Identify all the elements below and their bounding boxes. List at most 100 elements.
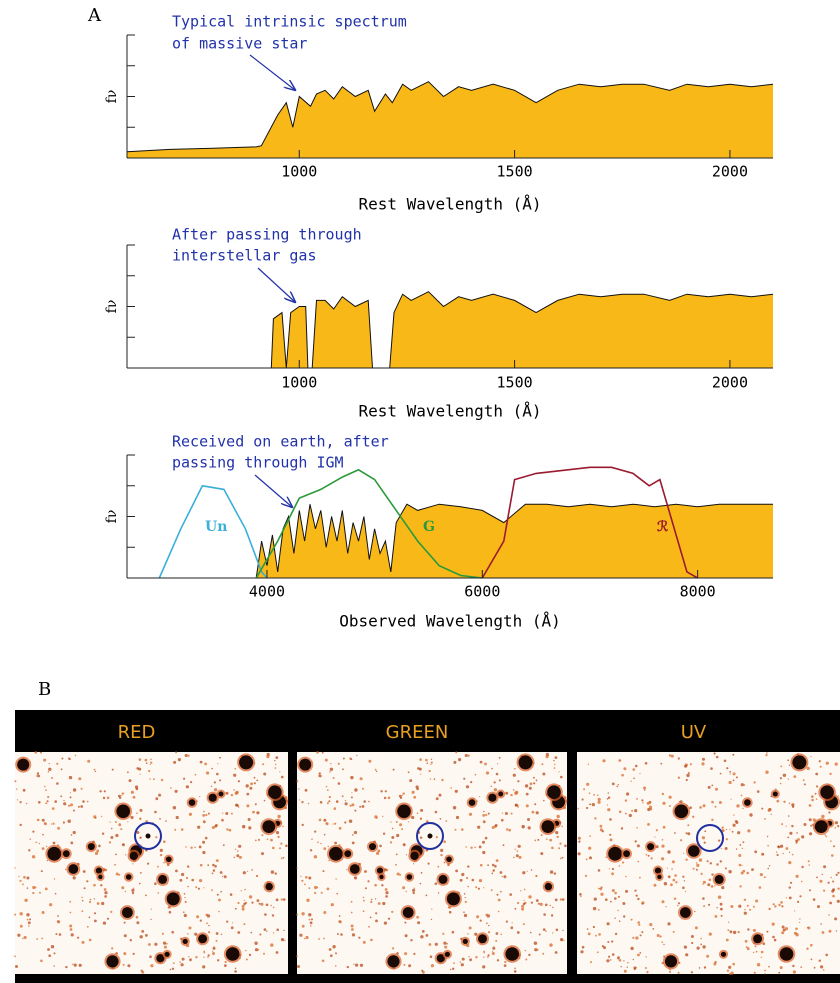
- speckle: [50, 945, 55, 949]
- speckle: [696, 946, 700, 950]
- speckle: [332, 777, 335, 779]
- speckle: [622, 861, 625, 864]
- speckle: [404, 952, 408, 956]
- source-core: [106, 955, 119, 968]
- speckle: [69, 792, 72, 794]
- speckle: [429, 955, 433, 958]
- speckle: [326, 789, 329, 791]
- speckle: [728, 780, 732, 785]
- speckle: [522, 902, 526, 906]
- speckle: [479, 919, 482, 922]
- source-core: [164, 951, 170, 957]
- speckle: [830, 876, 832, 879]
- speckle: [256, 899, 260, 902]
- speckle: [337, 762, 340, 765]
- speckle: [330, 903, 334, 907]
- speckle: [238, 844, 242, 848]
- speckle: [31, 855, 36, 859]
- speckle: [663, 882, 668, 886]
- speckle: [96, 902, 100, 905]
- speckle: [540, 852, 544, 856]
- speckle: [258, 838, 260, 841]
- speckle: [248, 826, 252, 830]
- speckle: [685, 832, 688, 835]
- speckle: [747, 928, 750, 931]
- speckle: [175, 869, 178, 873]
- speckle: [823, 889, 826, 892]
- speckle: [271, 914, 275, 917]
- speckle: [713, 962, 717, 966]
- speckle: [552, 932, 554, 934]
- speckle: [667, 850, 671, 854]
- speckle: [328, 860, 330, 862]
- speckle: [434, 942, 438, 946]
- speckle: [767, 867, 769, 870]
- speckle: [536, 948, 539, 951]
- speckle: [455, 751, 458, 754]
- speckle: [150, 758, 152, 760]
- speckle: [100, 884, 103, 887]
- speckle: [314, 885, 318, 890]
- speckle: [581, 945, 585, 949]
- speckle: [301, 924, 305, 928]
- speckle: [781, 925, 785, 929]
- speckle: [60, 768, 63, 771]
- speckle: [277, 835, 280, 839]
- speckle: [482, 820, 486, 824]
- speckle: [530, 901, 534, 904]
- speckle: [208, 924, 210, 927]
- speckle: [661, 792, 665, 796]
- speckle: [280, 842, 283, 845]
- speckle: [703, 841, 706, 844]
- source-core: [158, 874, 168, 884]
- source-core: [753, 934, 763, 944]
- speckle: [611, 782, 615, 786]
- speckle: [560, 775, 563, 779]
- speckle: [338, 920, 342, 924]
- speckle: [670, 754, 674, 758]
- speckle: [753, 971, 756, 974]
- speckle: [597, 800, 601, 804]
- speckle: [165, 820, 167, 822]
- speckle: [546, 838, 548, 840]
- speckle: [554, 756, 558, 759]
- speckle: [80, 805, 84, 808]
- speckle: [620, 966, 622, 968]
- speckle: [204, 762, 208, 766]
- speckle: [683, 945, 688, 949]
- speckle: [250, 782, 254, 786]
- speckle: [491, 950, 494, 953]
- speckle: [163, 862, 165, 864]
- speckle: [266, 930, 268, 932]
- speckle: [377, 902, 381, 905]
- speckle: [597, 869, 601, 872]
- speckle: [277, 814, 281, 819]
- speckle: [732, 772, 736, 776]
- source-core: [654, 867, 662, 874]
- speckle: [275, 898, 279, 902]
- source-core: [87, 843, 95, 851]
- x-tick-label: 1500: [497, 374, 533, 392]
- source-core: [680, 907, 691, 918]
- speckle: [815, 772, 819, 776]
- speckle: [276, 928, 280, 932]
- speckle: [450, 787, 453, 789]
- speckle: [701, 762, 705, 766]
- speckle: [816, 876, 818, 879]
- speckle: [356, 754, 358, 757]
- speckle: [253, 782, 256, 785]
- speckle: [202, 820, 206, 824]
- speckle: [545, 930, 547, 932]
- source-core: [344, 850, 352, 858]
- speckle: [539, 902, 543, 906]
- speckle: [656, 934, 660, 937]
- speckle: [199, 879, 203, 883]
- spectrum-area: [127, 504, 773, 578]
- speckle: [683, 852, 685, 854]
- speckle: [661, 844, 665, 848]
- speckle: [350, 796, 353, 799]
- x-tick-label: 1000: [281, 374, 317, 392]
- speckle: [46, 800, 49, 803]
- speckle: [316, 751, 319, 754]
- speckle: [687, 832, 691, 836]
